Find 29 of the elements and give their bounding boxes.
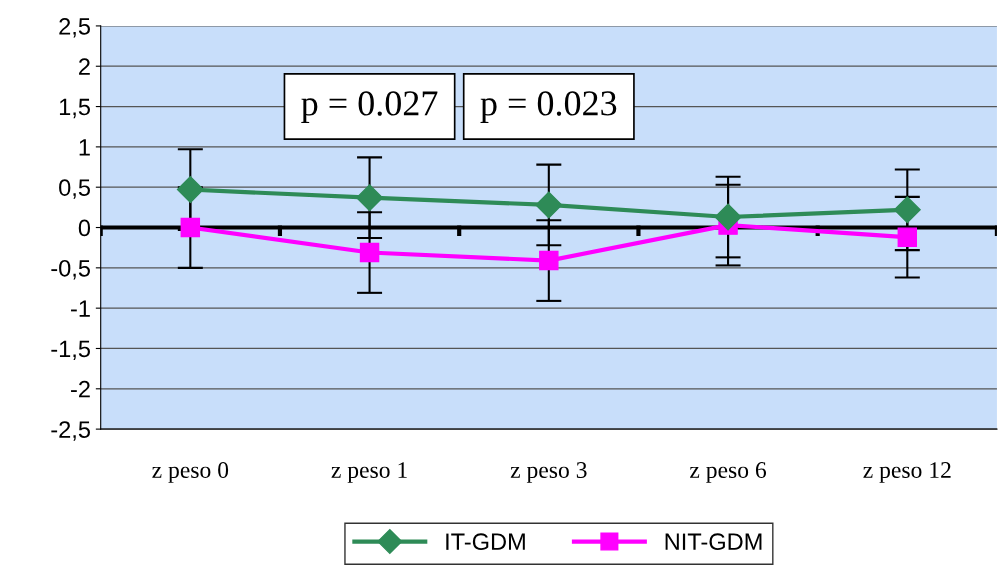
y-tick-label: -2 (71, 380, 90, 398)
point (539, 250, 559, 271)
y-tick-label: -0,5 (51, 259, 90, 280)
point (714, 203, 742, 231)
y-tick-label: 1,5 (59, 98, 90, 119)
legend-label: NIT-GDM (665, 533, 762, 551)
point (359, 242, 380, 263)
y-tick-label: 0 (78, 219, 91, 237)
y-tick-label: 2 (79, 58, 90, 75)
legend-label: IT-GDM (446, 533, 525, 551)
y-tick-label: 2,5 (59, 17, 90, 38)
point (897, 227, 918, 247)
y-tick-label: -1,5 (51, 340, 90, 361)
x-tick-label: z peso 1 (331, 462, 407, 483)
x-tick-label: z peso 6 (690, 462, 767, 483)
y-tick-label: 0,5 (59, 179, 90, 199)
y-tick-label: -1 (71, 300, 90, 317)
point (535, 191, 563, 219)
annotation: p = 0.027 (301, 91, 438, 123)
x-tick-label: z peso 0 (152, 462, 229, 483)
point (176, 176, 204, 204)
annotation: p = 0.023 (480, 91, 617, 123)
y-tick-label: 1 (79, 139, 90, 156)
point (893, 196, 921, 224)
x-tick-label: z peso 3 (510, 462, 587, 483)
x-tick-label: z peso 12 (863, 462, 951, 483)
y-tick-label: -2,5 (51, 421, 90, 441)
point (356, 184, 384, 212)
point (180, 217, 201, 238)
